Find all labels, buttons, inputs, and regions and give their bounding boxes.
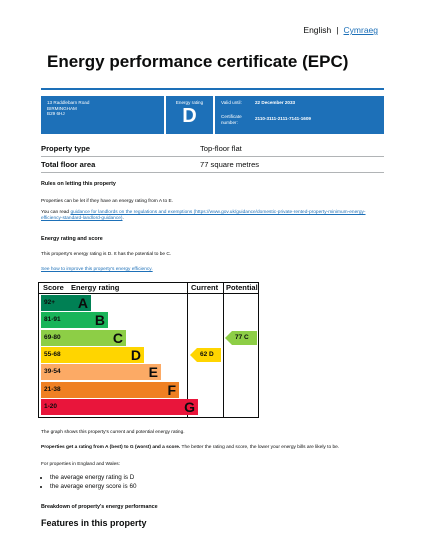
certificate-header: 13 Raddlebarn Road BIRMINGHAM B29 6HJ En… [41, 96, 384, 134]
language-switcher: English | Cymraeg [303, 25, 378, 35]
valid-until-value: 22 December 2033 [255, 100, 296, 105]
property-address: 13 Raddlebarn Road BIRMINGHAM B29 6HJ [41, 96, 164, 134]
band-score-b: 81-91 [41, 312, 67, 329]
band-bar-d: D [67, 346, 144, 363]
rules-guidance: You can read guidance for landlords on t… [41, 210, 381, 223]
certificate-info: Valid until: 22 December 2033 Certificat… [215, 96, 384, 134]
band-letter-b: B [94, 312, 105, 329]
rating-text: This property's energy rating is D. It h… [41, 252, 172, 257]
band-letter-e: E [148, 364, 158, 381]
average-list: the average energy rating is D the avera… [50, 474, 136, 491]
address-line: B29 6HJ [47, 111, 65, 117]
chart-divider [187, 283, 188, 417]
current-arrow-tip [190, 347, 197, 362]
improve-efficiency-link[interactable]: See how to improve this property's energ… [41, 267, 153, 272]
property-type-label: Property type [41, 144, 90, 153]
current-rating-arrow: 62 D [190, 347, 221, 362]
language-separator: | [336, 25, 339, 35]
property-summary: Property type Top-floor flat Total floor… [41, 141, 384, 173]
band-letter-f: F [167, 381, 176, 398]
band-score-f: 21-38 [41, 381, 67, 398]
score-header: Score [43, 283, 64, 292]
potential-arrow-tip [225, 330, 232, 345]
band-bar-g: G [67, 398, 198, 415]
graph-note: The graph shows this property's current … [41, 430, 185, 435]
title-divider [41, 88, 384, 90]
language-current: English [303, 25, 332, 35]
energy-rating-value: D [182, 105, 197, 127]
breakdown-heading: Breakdown of property's energy performan… [41, 504, 158, 510]
valid-until-label: Valid until: [221, 100, 242, 105]
potential-rating-label: 77 C [235, 333, 249, 341]
band-score-g: 1-20 [41, 398, 67, 415]
energy-rating-box: Energy rating D [166, 96, 213, 134]
energy-rating-label: Energy rating [175, 100, 204, 105]
list-item: the average energy score is 60 [50, 483, 136, 492]
guidance-prefix: You can read [41, 210, 71, 215]
summary-row: Property type Top-floor flat [41, 141, 384, 157]
rules-text: Properties can be let if they have an en… [41, 199, 173, 204]
band-score-e: 39-54 [41, 364, 67, 381]
address-line: 13 Raddlebarn Road [47, 100, 90, 105]
rating-scale-bold: Properties get a rating from A (best) to… [41, 445, 181, 450]
summary-row: Total floor area 77 square metres [41, 157, 384, 173]
band-bar-c: C [67, 329, 126, 346]
energy-rating-header: Energy rating [71, 283, 120, 292]
band-score-a: 92+ [41, 295, 67, 311]
potential-rating-arrow: 77 C [225, 330, 257, 345]
england-wales-text: For properties in England and Wales: [41, 462, 121, 467]
band-letter-c: C [112, 329, 123, 346]
guidance-suffix: . [122, 216, 124, 222]
rating-heading: Energy rating and score [41, 236, 103, 242]
address-line: BIRMINGHAM [47, 105, 77, 111]
floor-area-value: 77 square metres [200, 160, 260, 169]
page-title: Energy performance certificate (EPC) [47, 52, 349, 71]
language-cymraeg-link[interactable]: Cymraeg [343, 25, 378, 35]
floor-area-label: Total floor area [41, 160, 96, 169]
band-score-d: 55-68 [41, 346, 67, 363]
guidance-link[interactable]: guidance for landlords on the regulation… [41, 210, 366, 222]
energy-rating-chart: Score Energy rating Current Potential 92… [38, 282, 259, 418]
band-letter-d: D [130, 346, 141, 363]
band-letter-g: G [184, 398, 195, 415]
list-item: the average energy rating is D [50, 474, 136, 483]
features-heading: Features in this property [41, 518, 147, 528]
improve-link-wrap: See how to improve this property's energ… [41, 267, 381, 273]
band-bar-e: E [67, 364, 161, 381]
rating-scale-text: Properties get a rating from A (best) to… [41, 445, 381, 451]
chart-header-divider [39, 293, 258, 294]
rules-heading: Rules on letting this property [41, 181, 116, 187]
certificate-label-line2: number: [221, 119, 238, 125]
property-type-value: Top-floor flat [200, 144, 242, 153]
certificate-number-value: 2110-3111-2111-7141-1609 [255, 115, 311, 121]
certificate-label-line1: Certificate [221, 113, 242, 119]
band-letter-a: A [77, 295, 88, 311]
certificate-number-label: Certificate number: [221, 114, 255, 126]
band-score-c: 69-80 [41, 329, 67, 346]
chart-divider [223, 283, 224, 417]
rating-scale-rest: The better the rating and score, the low… [180, 445, 340, 450]
band-bar-b: B [67, 312, 108, 329]
current-rating-label: 62 D [200, 350, 214, 358]
current-header: Current [191, 283, 219, 292]
band-bar-f: F [67, 381, 179, 398]
band-bar-a: A [67, 295, 91, 311]
potential-header: Potential [226, 283, 258, 292]
